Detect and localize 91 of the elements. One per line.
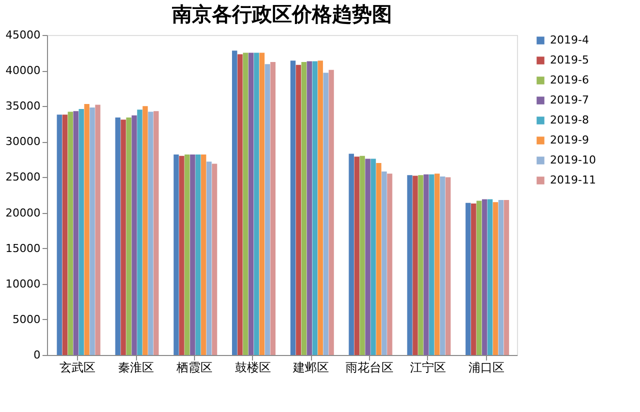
bar [365,158,370,355]
bar [142,106,148,355]
x-tick-label: 雨花台区 [346,360,394,374]
bar [487,199,493,355]
y-tick-label: 20000 [6,206,40,220]
bar [196,154,201,355]
bar [148,112,154,355]
bar [440,176,446,355]
bar [264,64,270,355]
bar [348,154,354,355]
bar [498,200,504,355]
bar [354,156,360,355]
bar [137,110,142,355]
bar [115,117,120,355]
bar [237,54,243,355]
bar [376,163,382,355]
bar [504,200,510,355]
bar [73,111,78,355]
bar [62,114,68,355]
bar [382,172,387,355]
bar [290,60,296,355]
bar [412,176,418,355]
bar [259,52,265,355]
bar [200,154,206,355]
bar [370,158,376,355]
bar [360,156,365,355]
x-tick-label: 鼓楼区 [234,360,271,374]
x-tick-label: 建邺区 [292,360,330,374]
x-tick-label: 栖霞区 [175,360,212,374]
y-tick-label: 10000 [6,277,40,290]
bar [306,61,312,355]
x-tick-label: 江宁区 [410,360,446,374]
bar [482,199,488,355]
bar [95,104,100,355]
bar [323,72,328,355]
bar [84,104,90,355]
bar [132,115,137,355]
legend-label: 2019-5 [550,54,589,66]
bar [429,174,434,355]
legend-label: 2019-6 [550,74,589,86]
x-tick-label: 浦口区 [468,360,504,374]
bar [190,154,196,355]
bar [476,200,482,355]
bar [206,162,212,355]
bar [184,154,190,355]
bar [179,156,184,355]
bar [78,108,84,355]
bar [120,120,126,355]
legend-label: 2019-8 [550,114,589,126]
x-tick-label: 玄武区 [60,360,96,374]
bar [56,114,62,355]
bar [301,62,307,355]
bar [492,202,498,355]
y-tick-label: 45000 [6,28,40,42]
bar [212,164,218,355]
y-tick-label: 5000 [12,312,40,326]
bar [471,204,476,355]
bar [312,61,318,355]
bar [68,112,73,355]
bar [418,175,424,355]
bar [328,70,334,355]
bar [318,60,323,355]
legend-label: 2019-9 [550,134,589,146]
bar [90,108,95,355]
bar [242,52,248,355]
legend-label: 2019-7 [550,94,589,106]
y-tick-label: 35000 [6,100,40,113]
y-tick-label: 40000 [6,64,40,78]
bar [232,50,238,355]
legend-label: 2019-10 [550,154,596,166]
bar [466,202,471,355]
bar [254,52,260,355]
bar [387,174,392,355]
bar [424,174,429,355]
bar [174,154,179,355]
legend-label: 2019-11 [550,174,596,186]
bar [434,174,440,355]
legend-label: 2019-4 [550,34,589,46]
bar [407,175,412,355]
y-tick-label: 0 [34,348,40,362]
bar [248,52,254,355]
chart-title: 南京各行政区价格趋势图 [171,2,392,26]
y-tick-label: 25000 [6,170,40,184]
bar [445,177,451,355]
y-tick-label: 30000 [6,135,40,148]
bar [296,64,302,355]
bar [126,117,132,355]
x-tick-label: 秦淮区 [118,360,154,374]
y-tick-label: 15000 [6,242,40,255]
bar [154,111,159,355]
bar [270,62,276,355]
